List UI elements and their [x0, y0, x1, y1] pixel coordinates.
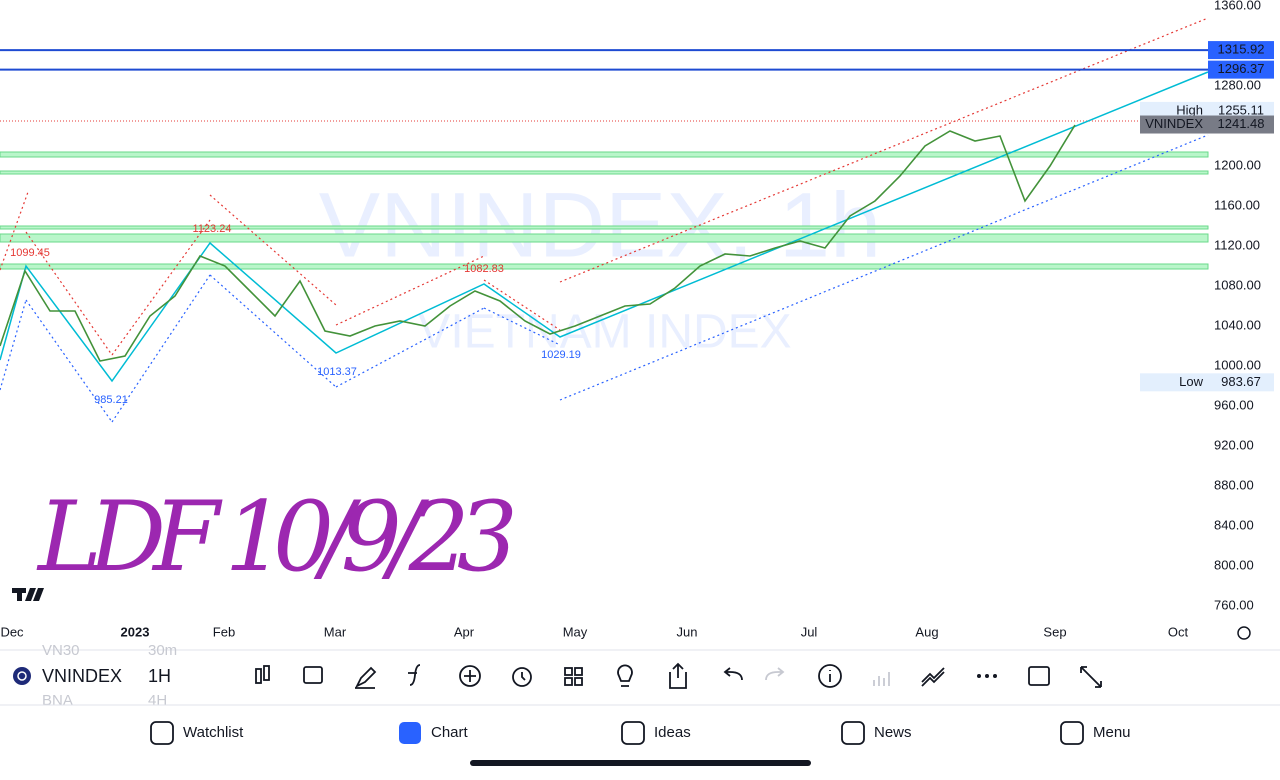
y-tick-label: 1360.00 — [1214, 0, 1261, 12]
level-label: 1315.92 — [1218, 42, 1265, 57]
high-tag — [1140, 101, 1274, 120]
x-tick-label: Sep — [1043, 624, 1066, 639]
y-tick-label: 1160.00 — [1214, 197, 1260, 212]
level-tag — [1208, 60, 1274, 79]
ghost-symbol: BNA — [42, 692, 73, 709]
pivot-label: 1123.24 — [193, 223, 232, 235]
settings-icon[interactable] — [1237, 626, 1251, 640]
handwritten-note: LDF 10/9/23 — [36, 481, 518, 593]
y-tick-label: 800.00 — [1214, 557, 1254, 572]
symbol[interactable]: VNINDEX — [42, 666, 122, 686]
nav-icon[interactable] — [621, 721, 645, 745]
zones — [0, 151, 1209, 270]
ghost-interval: 30m — [148, 642, 177, 659]
low-tag — [1140, 373, 1274, 392]
pivot-label: 1029.19 — [541, 349, 581, 361]
nav-icon[interactable] — [841, 721, 865, 745]
nav-icon[interactable] — [399, 722, 421, 744]
last-name: VNINDEX — [1145, 116, 1203, 131]
tv-logo — [12, 588, 44, 601]
y-tick-label: 1280.00 — [1214, 77, 1261, 92]
nav-label[interactable]: News — [874, 724, 912, 741]
y-tick-label: 960.00 — [1214, 397, 1254, 412]
more-icon[interactable] — [977, 674, 997, 678]
x-tick-label: 2023 — [121, 624, 150, 639]
y-tick-label: 1080.00 — [1214, 277, 1261, 292]
y-tick-label: 1200.00 — [1214, 157, 1261, 172]
pivot-label: 1013.37 — [317, 366, 357, 378]
nav-label[interactable]: Menu — [1093, 724, 1131, 741]
price-line — [0, 124, 1076, 362]
watermark: VNINDEX, 1h — [319, 174, 881, 276]
x-tick-label: Aug — [915, 624, 938, 639]
symbol-icon — [13, 667, 31, 685]
low-name: Low — [1179, 374, 1203, 389]
level-label: 1296.37 — [1218, 61, 1265, 76]
level-tag — [1208, 41, 1274, 60]
nav-label[interactable]: Ideas — [654, 724, 691, 741]
high-label: 1255.11 — [1218, 102, 1264, 117]
y-tick-label: 840.00 — [1214, 517, 1254, 532]
y-tick-label: 1120.00 — [1214, 237, 1260, 252]
nav-icon[interactable] — [1060, 721, 1084, 745]
x-tick-label: Feb — [213, 624, 235, 639]
y-tick-label: 1040.00 — [1214, 317, 1261, 332]
y-tick-label: 880.00 — [1214, 477, 1254, 492]
pivot-label: 985.21 — [94, 394, 128, 406]
x-tick-label: Mar — [324, 624, 347, 639]
pivot-label: 1082.83 — [464, 263, 504, 275]
y-tick-label: 760.00 — [1214, 597, 1254, 612]
interval[interactable]: 1H — [148, 666, 171, 686]
x-tick-label: Jun — [677, 624, 698, 639]
zigzag — [0, 71, 1209, 383]
nav-label[interactable]: Chart — [431, 724, 469, 741]
x-tick-label: Jul — [801, 624, 818, 639]
y-tick-label: 1000.00 — [1214, 357, 1261, 372]
home-indicator — [470, 760, 811, 766]
x-tick-label: Apr — [454, 624, 475, 639]
x-tick-label: Oct — [1168, 624, 1189, 639]
nav-label[interactable]: Watchlist — [183, 724, 244, 741]
toolbar-icons[interactable] — [255, 662, 1102, 689]
x-tick-label: May — [563, 624, 588, 639]
last-label: 1241.48 — [1218, 116, 1265, 131]
y-tick-label: 920.00 — [1214, 437, 1254, 452]
last-tag — [1140, 115, 1274, 134]
ghost-symbol: VN30 — [42, 642, 80, 659]
high-name: High — [1176, 102, 1203, 117]
pivot-label: 1099.45 — [10, 247, 50, 259]
nav-icon[interactable] — [150, 721, 174, 745]
drawings: VNINDEX, 1h VIETNAM INDEX — [0, 17, 1209, 601]
ghost-interval: 4H — [148, 692, 167, 709]
low-label: 983.67 — [1221, 374, 1261, 389]
x-tick-label: Dec — [0, 624, 24, 639]
